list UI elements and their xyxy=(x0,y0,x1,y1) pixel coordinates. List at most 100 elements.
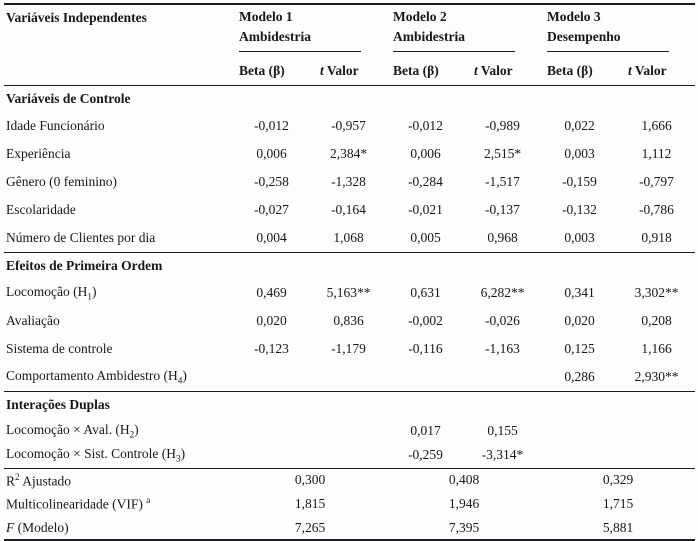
value-cell: -0,989 xyxy=(485,118,520,133)
model-1-outcome-label: Ambidestria xyxy=(239,29,361,52)
label-sub-part: 3 xyxy=(175,454,181,465)
value-cell xyxy=(233,363,310,391)
table-row: Experiência 0,006 2,384* 0,006 2,515* 0,003 1,… xyxy=(4,140,695,168)
value-cell: -0,164 xyxy=(331,202,366,217)
t-valor-label: Valor xyxy=(631,62,667,78)
summary-value-cell: 7,265 xyxy=(294,519,326,535)
value-cell: -0,026 xyxy=(485,313,520,328)
row-label: Idade Funcionário xyxy=(4,112,233,140)
value-cell xyxy=(541,418,618,443)
beta-header-m3: Beta (β) xyxy=(541,57,618,86)
label-text: Sistema de controle xyxy=(6,341,113,356)
header-row-model-names: Variáveis Independentes Modelo 1 Modelo … xyxy=(4,4,695,86)
value-cell: 2,384* xyxy=(329,146,368,161)
table-row: Gênero (0 feminino) -0,258 -1,328 -0,284 -1,… xyxy=(4,168,695,196)
label-text: ) xyxy=(91,284,97,300)
row-label: Locomoção × Sist. Controle (H3) xyxy=(4,443,233,468)
model-3-outcome-label: Desempenho xyxy=(547,29,669,52)
value-cell: 0,968 xyxy=(487,229,518,245)
value-cell: -0,258 xyxy=(254,174,289,189)
value-cell: 1,666 xyxy=(641,118,672,133)
value-cell: 0,006 xyxy=(256,146,287,161)
label-text: Idade Funcionário xyxy=(6,118,105,133)
summary-value-cell: 1,946 xyxy=(448,496,480,511)
value-cell: 2,515* xyxy=(483,146,522,161)
section-title-row: Variáveis de Controle xyxy=(4,85,695,112)
model-3-outcome: Desempenho xyxy=(541,29,695,57)
value-cell: 3,302** xyxy=(634,285,679,300)
value-cell: 0,125 xyxy=(564,341,595,356)
section-title-row: Efeitos de Primeira Ordem xyxy=(4,251,695,279)
value-cell: -0,284 xyxy=(408,174,443,189)
value-cell: 0,004 xyxy=(256,229,287,245)
value-cell xyxy=(310,418,387,443)
section-title: Interações Duplas xyxy=(4,390,695,418)
tvalue-header-m2: t Valor xyxy=(464,57,541,86)
label-text: Locomoção × Aval. (H xyxy=(6,421,130,437)
value-cell: 0,631 xyxy=(410,285,441,300)
model-2-outcome-label: Ambidestria xyxy=(393,29,515,52)
model-3-name: Modelo 3 xyxy=(547,9,601,24)
value-cell: 0,020 xyxy=(564,313,595,328)
value-cell: -0,027 xyxy=(254,202,289,217)
section-title: Efeitos de Primeira Ordem xyxy=(4,251,695,279)
model-2-outcome: Ambidestria xyxy=(387,29,541,57)
row-label: Escolaridade xyxy=(4,196,233,224)
value-cell: -0,116 xyxy=(408,341,443,356)
table-row: Sistema de controle -0,123 -1,179 -0,116 -1,… xyxy=(4,335,695,363)
value-cell: 0,286 xyxy=(564,368,595,384)
table-row: Número de Clientes por dia 0,004 1,068 0,00… xyxy=(4,224,695,252)
row-label: Experiência xyxy=(4,140,233,168)
value-cell: 0,836 xyxy=(333,313,364,328)
label-text: R xyxy=(6,473,16,488)
beta-header-m2: Beta (β) xyxy=(387,57,464,86)
value-cell xyxy=(310,443,387,468)
summary-value-cell: 5,881 xyxy=(602,519,634,535)
summary-row: Multicolinearidade (VIF) a 1,815 1,946 1,71… xyxy=(4,492,695,516)
table-row: Escolaridade -0,027 -0,164 -0,021 -0,137 -0,1… xyxy=(4,196,695,224)
label-text: ) xyxy=(182,367,187,383)
value-cell: 5,163** xyxy=(326,285,371,300)
row-label: Comportamento Ambidestro (H4) xyxy=(4,363,233,391)
summary-label: F (Modelo) xyxy=(4,516,233,540)
value-cell: 1,068 xyxy=(333,229,364,245)
summary-value-cell: 7,395 xyxy=(448,519,480,535)
independent-variables-header: Variáveis Independentes xyxy=(4,4,233,86)
label-text: Locomoção × Sist. Controle (H xyxy=(6,446,176,462)
row-label: Número de Clientes por dia xyxy=(4,224,233,252)
value-cell xyxy=(618,443,695,468)
value-cell: 0,341 xyxy=(564,285,595,300)
value-cell xyxy=(464,363,541,391)
value-cell: 0,208 xyxy=(641,313,672,328)
row-label: Gênero (0 feminino) xyxy=(4,168,233,196)
t-symbol: t xyxy=(474,62,478,78)
summary-value-cell: 0,300 xyxy=(233,467,387,492)
tvalue-header-m3: t Valor xyxy=(618,57,695,86)
tvalue-header-m1: t Valor xyxy=(310,57,387,86)
table-row: Locomoção × Aval. (H2) 0,017 0,155 xyxy=(4,418,695,443)
summary-value-cell: 0,408 xyxy=(387,467,541,492)
value-cell: 1,166 xyxy=(641,341,672,356)
t-valor-label: Valor xyxy=(477,62,513,78)
label-text: Escolaridade xyxy=(6,202,76,217)
value-cell: -0,786 xyxy=(639,202,674,217)
value-cell: 6,282** xyxy=(480,285,525,300)
regression-results-table: Variáveis Independentes Modelo 1 Modelo … xyxy=(4,3,695,541)
value-cell xyxy=(233,418,310,443)
value-cell: -0,123 xyxy=(254,341,289,356)
label-italic-part: F xyxy=(6,519,15,535)
value-cell xyxy=(310,363,387,391)
value-cell: 0,006 xyxy=(410,146,441,161)
t-symbol: t xyxy=(628,62,632,78)
value-cell xyxy=(233,443,310,468)
row-label: Locomoção × Aval. (H2) xyxy=(4,418,233,443)
table-row: Comportamento Ambidestro (H4) 0,286 2,930*… xyxy=(4,363,695,391)
summary-label: Multicolinearidade (VIF) a xyxy=(4,492,233,516)
value-cell: -1,328 xyxy=(331,174,366,189)
label-text: Experiência xyxy=(6,146,71,161)
label-text: Locomoção (H xyxy=(6,284,88,300)
summary-value-cell: 0,329 xyxy=(541,467,695,492)
value-cell: -0,259 xyxy=(408,447,443,463)
value-cell xyxy=(618,418,695,443)
value-cell: -0,012 xyxy=(254,118,289,133)
